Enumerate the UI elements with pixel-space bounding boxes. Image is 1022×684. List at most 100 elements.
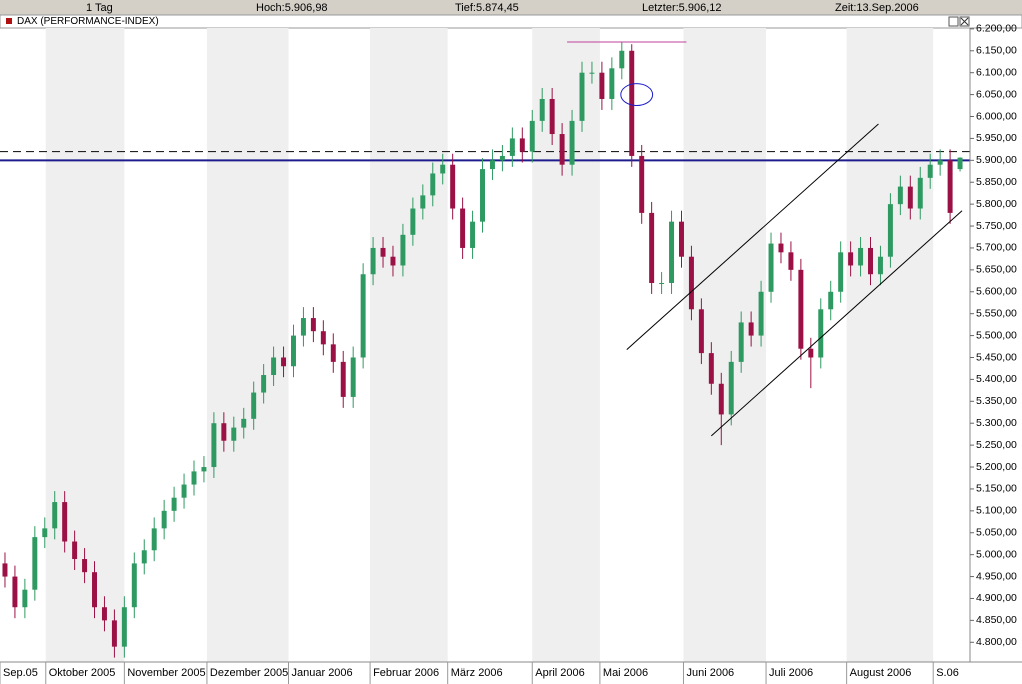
x-tick-label: August 2006 bbox=[850, 667, 912, 679]
candle-body bbox=[221, 423, 227, 441]
y-tick-label: 5.900,00 bbox=[976, 154, 1017, 166]
y-tick-label: 5.550,00 bbox=[976, 307, 1017, 319]
candle-body bbox=[917, 177, 923, 209]
y-tick-label: 5.250,00 bbox=[976, 439, 1017, 451]
candle-body bbox=[231, 427, 237, 441]
candle-body bbox=[101, 607, 107, 621]
candle-body bbox=[778, 243, 784, 253]
x-tick-label: Juli 2006 bbox=[769, 667, 813, 679]
candle-body bbox=[320, 331, 326, 345]
candle-body bbox=[181, 484, 187, 498]
candle-body bbox=[679, 221, 684, 257]
candle-body bbox=[927, 164, 933, 178]
candle-body bbox=[300, 318, 306, 336]
candle-body bbox=[450, 164, 456, 209]
x-tick-label: März 2006 bbox=[451, 667, 503, 679]
candle-body bbox=[897, 186, 903, 205]
candle-body bbox=[529, 120, 535, 152]
candle-body bbox=[470, 221, 476, 248]
y-tick-label: 5.800,00 bbox=[976, 198, 1017, 210]
candle-body bbox=[360, 274, 366, 358]
candle-body bbox=[579, 72, 585, 121]
y-tick-label: 5.400,00 bbox=[976, 373, 1017, 385]
candle-body bbox=[519, 138, 525, 152]
candle-body bbox=[509, 138, 515, 156]
candle-body bbox=[261, 375, 267, 393]
candle-body bbox=[858, 247, 864, 266]
candle-body bbox=[828, 291, 834, 310]
candle-body bbox=[957, 157, 963, 170]
candle-body bbox=[629, 50, 635, 156]
candle-body bbox=[460, 208, 466, 248]
candle-body bbox=[72, 541, 78, 560]
y-tick-label: 5.850,00 bbox=[976, 176, 1017, 188]
y-tick-label: 6.100,00 bbox=[976, 66, 1017, 78]
x-tick-label: Oktober 2005 bbox=[49, 667, 116, 679]
y-tick-label: 6.050,00 bbox=[976, 88, 1017, 100]
candle-body bbox=[669, 221, 675, 284]
month-band bbox=[683, 28, 767, 662]
x-tick-label: Dezember 2005 bbox=[210, 667, 288, 679]
candle-body bbox=[22, 589, 28, 608]
y-tick-label: 4.900,00 bbox=[976, 592, 1017, 604]
candle-body bbox=[728, 361, 734, 415]
title-icon bbox=[6, 18, 12, 24]
candle-body bbox=[82, 559, 88, 573]
candle-body bbox=[798, 269, 804, 349]
month-band bbox=[846, 28, 934, 662]
y-tick-label: 5.700,00 bbox=[976, 242, 1017, 254]
candle-body bbox=[211, 423, 217, 468]
candle-body bbox=[310, 318, 316, 332]
candle-body bbox=[848, 252, 854, 266]
candle-body bbox=[947, 160, 953, 213]
candle-body bbox=[539, 98, 545, 121]
y-tick-label: 5.000,00 bbox=[976, 548, 1017, 560]
y-tick-label: 5.650,00 bbox=[976, 264, 1017, 276]
candle-body bbox=[559, 134, 565, 165]
chart-title: DAX (PERFORMANCE-INDEX) bbox=[17, 16, 159, 27]
month-band bbox=[206, 28, 289, 662]
restore-button[interactable] bbox=[948, 16, 959, 27]
candle-body bbox=[420, 195, 426, 209]
candle-body bbox=[480, 169, 485, 222]
y-tick-label: 4.800,00 bbox=[976, 636, 1017, 648]
candle-body bbox=[52, 502, 58, 529]
month-band bbox=[532, 28, 600, 662]
candle-body bbox=[161, 510, 167, 529]
candle-body bbox=[151, 528, 157, 551]
candle-body bbox=[549, 98, 555, 135]
candle-body bbox=[808, 348, 814, 358]
month-band bbox=[370, 28, 448, 662]
candle-body bbox=[131, 563, 137, 608]
x-tick-label: Mai 2006 bbox=[603, 667, 648, 679]
candle-body bbox=[569, 120, 575, 165]
y-tick-label: 5.150,00 bbox=[976, 483, 1017, 495]
candle-body bbox=[92, 572, 97, 608]
candle-body bbox=[42, 528, 48, 538]
candle-body bbox=[141, 550, 147, 564]
candle-body bbox=[738, 322, 744, 362]
candle-body bbox=[907, 186, 913, 209]
candle-body bbox=[758, 291, 764, 336]
candle-body bbox=[12, 576, 18, 608]
candle-body bbox=[937, 160, 943, 165]
period: 1 Tag bbox=[86, 2, 113, 14]
close-icon bbox=[960, 17, 969, 26]
plot-area bbox=[0, 28, 970, 662]
title-bar bbox=[0, 14, 1022, 29]
x-tick-label: April 2006 bbox=[535, 667, 585, 679]
candle-body bbox=[639, 155, 645, 213]
candle-body bbox=[350, 357, 356, 397]
candle-body bbox=[390, 256, 396, 266]
candle-body bbox=[609, 68, 615, 99]
candle-body bbox=[718, 383, 724, 415]
candle-body bbox=[698, 309, 704, 354]
candle-body bbox=[340, 361, 346, 397]
y-tick-label: 5.200,00 bbox=[976, 461, 1017, 473]
candle-body bbox=[768, 243, 774, 292]
low-info: Tief:5.874,45 bbox=[455, 2, 519, 14]
candle-body bbox=[2, 563, 8, 577]
candle-body bbox=[659, 283, 665, 285]
candle-body bbox=[62, 502, 68, 542]
